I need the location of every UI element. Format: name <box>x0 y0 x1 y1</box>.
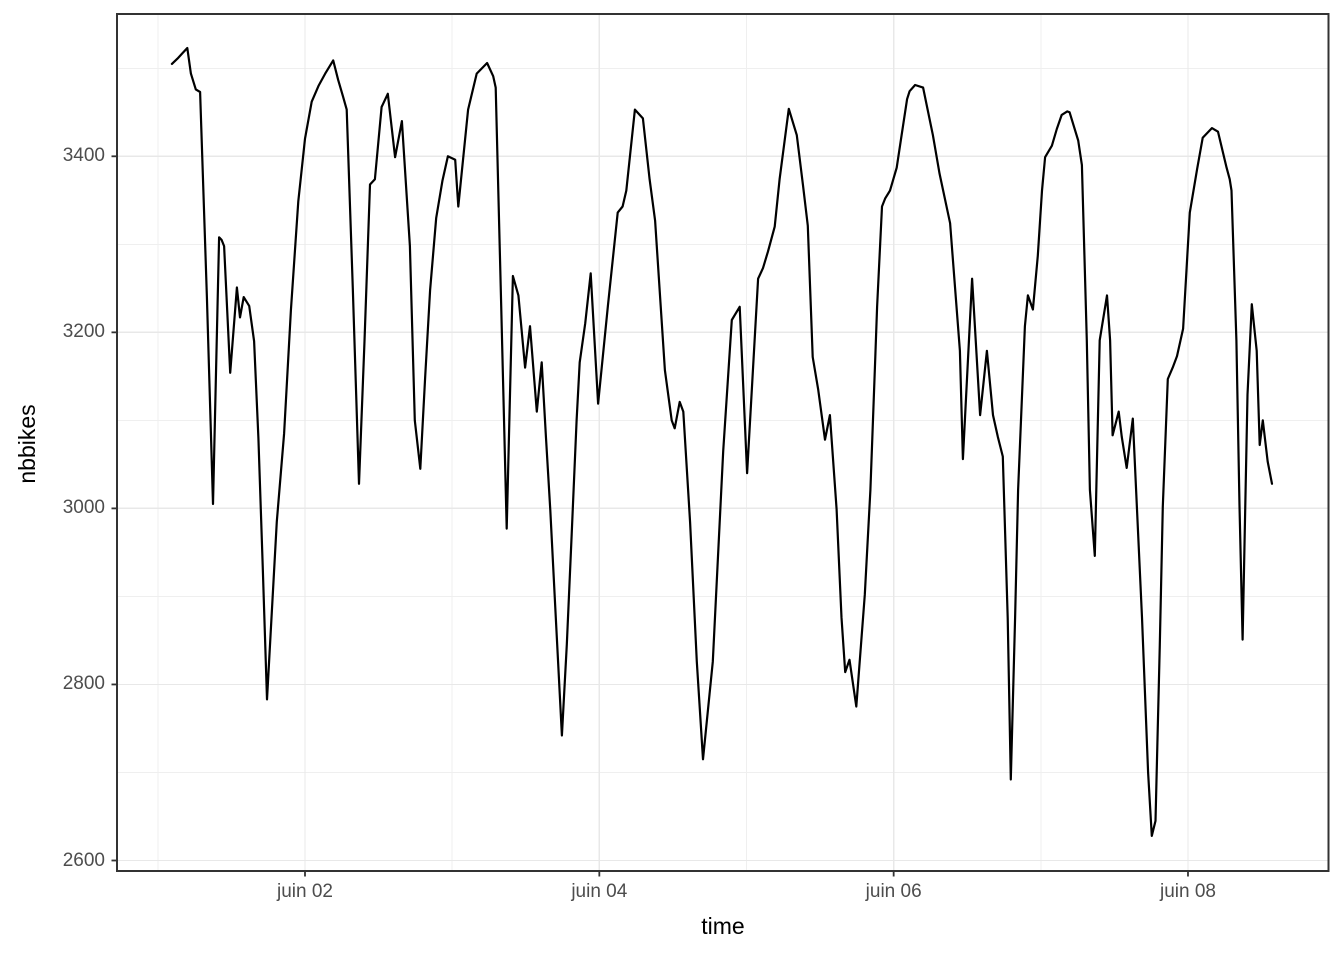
x-axis-title: time <box>701 913 745 939</box>
x-tick-label-juin-02: juin 02 <box>276 881 333 902</box>
y-axis-title: nbbikes <box>14 404 40 484</box>
y-tick-label-3200: 3200 <box>62 321 105 343</box>
data-line-nbbikes <box>170 46 1274 837</box>
y-tick-label-2800: 2800 <box>62 673 105 695</box>
panel-border <box>116 13 1330 872</box>
y-tick-label-3000: 3000 <box>62 497 105 519</box>
y-tick-label-3400: 3400 <box>62 145 105 167</box>
x-tick-label-juin-06: juin 06 <box>865 881 922 902</box>
x-tick-label-juin-08: juin 08 <box>1159 881 1216 902</box>
x-tick-label-juin-04: juin 04 <box>571 881 628 902</box>
y-tick-label-2600: 2600 <box>62 849 105 871</box>
